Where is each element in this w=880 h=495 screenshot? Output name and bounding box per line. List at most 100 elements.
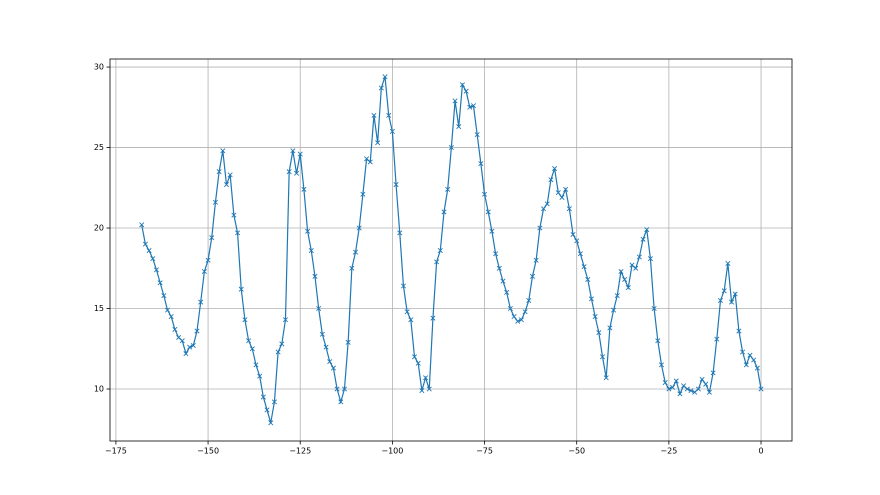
marker xyxy=(717,297,724,303)
marker xyxy=(150,256,156,262)
marker xyxy=(279,341,285,347)
marker xyxy=(625,285,631,291)
marker xyxy=(555,190,561,196)
marker xyxy=(518,317,524,323)
marker xyxy=(552,165,558,171)
plot-area xyxy=(139,74,764,426)
marker xyxy=(257,373,263,379)
marker xyxy=(411,354,418,360)
marker xyxy=(658,362,665,368)
marker xyxy=(548,177,554,183)
marker xyxy=(467,104,473,110)
marker xyxy=(751,357,757,363)
marker xyxy=(334,386,340,392)
marker xyxy=(161,293,167,299)
marker xyxy=(319,331,325,337)
marker xyxy=(209,235,215,241)
y-tick-label: 15 xyxy=(94,304,104,313)
marker xyxy=(729,299,735,305)
marker xyxy=(452,98,458,104)
marker xyxy=(312,273,318,279)
marker xyxy=(220,148,226,154)
marker xyxy=(316,305,322,312)
marker xyxy=(703,381,709,387)
marker xyxy=(559,194,565,200)
grid xyxy=(110,59,792,441)
marker xyxy=(677,391,683,397)
x-tick-label: 0 xyxy=(758,447,763,456)
x-tick-label: −150 xyxy=(197,447,219,456)
x-tick-label: −100 xyxy=(381,447,403,456)
marker xyxy=(157,280,163,286)
marker xyxy=(588,296,594,302)
marker xyxy=(511,314,517,320)
marker xyxy=(153,267,159,273)
marker xyxy=(670,384,676,390)
y-tick-label: 30 xyxy=(94,63,104,72)
marker xyxy=(482,191,488,197)
marker xyxy=(699,376,705,382)
marker xyxy=(710,370,716,376)
marker xyxy=(164,307,171,313)
marker xyxy=(611,307,617,313)
x-tick-label: −50 xyxy=(568,447,585,456)
marker xyxy=(419,388,425,394)
marker xyxy=(515,318,521,324)
marker xyxy=(305,228,311,234)
marker xyxy=(308,248,314,254)
marker xyxy=(231,212,237,218)
marker xyxy=(253,362,259,368)
marker xyxy=(596,330,602,336)
marker xyxy=(618,268,624,275)
marker xyxy=(496,265,502,271)
x-tick-label: −75 xyxy=(476,447,493,456)
marker xyxy=(242,317,248,323)
marker xyxy=(371,112,377,118)
marker xyxy=(585,277,591,283)
marker xyxy=(400,283,406,289)
marker xyxy=(526,297,532,303)
marker xyxy=(695,386,701,392)
marker xyxy=(459,82,465,88)
marker xyxy=(640,236,646,242)
marker xyxy=(655,338,661,344)
marker xyxy=(268,420,274,426)
marker xyxy=(216,169,222,175)
marker xyxy=(592,314,598,320)
marker xyxy=(474,132,480,138)
marker xyxy=(740,349,746,355)
marker xyxy=(533,257,539,263)
marker xyxy=(644,227,650,233)
marker xyxy=(434,259,440,265)
axes-frame xyxy=(109,58,793,442)
marker xyxy=(651,305,657,312)
marker xyxy=(227,172,233,178)
marker xyxy=(448,145,454,151)
marker xyxy=(198,299,204,305)
marker xyxy=(194,328,200,334)
marker xyxy=(238,286,244,292)
marker xyxy=(201,268,207,275)
marker xyxy=(662,380,668,386)
marker xyxy=(529,273,535,279)
marker xyxy=(142,241,148,247)
marker xyxy=(235,230,241,236)
marker xyxy=(581,264,587,270)
marker xyxy=(353,249,359,255)
marker xyxy=(345,339,351,345)
marker xyxy=(323,344,329,350)
marker xyxy=(603,375,609,381)
marker xyxy=(522,309,528,315)
y-tick-label: 10 xyxy=(94,385,104,394)
x-tick-label: −175 xyxy=(105,447,127,456)
x-tick-label: −125 xyxy=(289,447,311,456)
marker xyxy=(430,315,436,321)
marker xyxy=(758,386,764,392)
marker xyxy=(249,346,255,352)
marker xyxy=(408,317,414,323)
marker xyxy=(622,277,628,283)
marker xyxy=(725,260,731,266)
marker xyxy=(341,386,347,392)
marker xyxy=(566,206,572,212)
